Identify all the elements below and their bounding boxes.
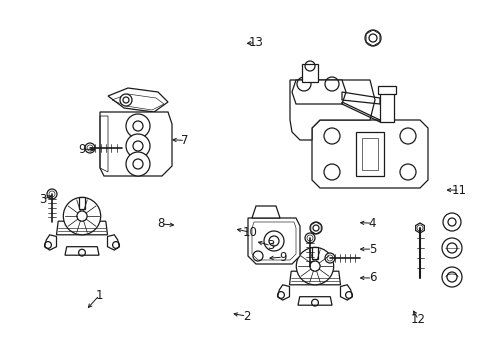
Circle shape — [126, 152, 150, 176]
Bar — [302, 64, 318, 82]
Text: 9: 9 — [279, 251, 287, 264]
Text: 7: 7 — [181, 134, 189, 147]
Bar — [378, 86, 396, 94]
Text: 3: 3 — [39, 193, 47, 206]
Circle shape — [126, 114, 150, 138]
Text: 11: 11 — [452, 184, 467, 197]
Polygon shape — [290, 80, 375, 140]
Text: 10: 10 — [243, 226, 257, 239]
Polygon shape — [108, 88, 168, 112]
Polygon shape — [56, 221, 107, 235]
Circle shape — [442, 238, 462, 258]
Text: 5: 5 — [368, 243, 376, 256]
Polygon shape — [341, 285, 352, 300]
Bar — [79, 197, 85, 209]
Text: 2: 2 — [243, 310, 250, 323]
Text: 3: 3 — [267, 239, 275, 252]
Bar — [313, 247, 318, 259]
Polygon shape — [252, 206, 280, 218]
Polygon shape — [290, 271, 341, 285]
Text: 13: 13 — [248, 36, 263, 49]
Circle shape — [63, 197, 101, 235]
Circle shape — [264, 231, 284, 251]
Text: 12: 12 — [411, 313, 426, 326]
Polygon shape — [45, 235, 56, 250]
Polygon shape — [248, 218, 300, 264]
Circle shape — [305, 233, 315, 243]
Circle shape — [442, 267, 462, 287]
Polygon shape — [100, 112, 172, 176]
Bar — [362, 138, 378, 170]
Text: 9: 9 — [78, 143, 86, 156]
Polygon shape — [298, 297, 332, 305]
Text: 6: 6 — [368, 271, 376, 284]
Bar — [356, 132, 384, 176]
Polygon shape — [312, 120, 428, 188]
Polygon shape — [65, 247, 99, 255]
Polygon shape — [292, 80, 346, 104]
Circle shape — [85, 143, 95, 153]
Circle shape — [310, 222, 322, 234]
Polygon shape — [278, 285, 290, 300]
Circle shape — [325, 253, 335, 263]
Circle shape — [296, 247, 334, 285]
Circle shape — [365, 30, 381, 46]
Circle shape — [47, 189, 57, 199]
Text: 1: 1 — [96, 289, 103, 302]
Polygon shape — [416, 223, 424, 233]
Text: 8: 8 — [157, 217, 165, 230]
Polygon shape — [107, 235, 120, 250]
Circle shape — [120, 94, 132, 106]
Text: 4: 4 — [368, 217, 376, 230]
Circle shape — [126, 134, 150, 158]
Bar — [380, 90, 394, 122]
Circle shape — [443, 213, 461, 231]
